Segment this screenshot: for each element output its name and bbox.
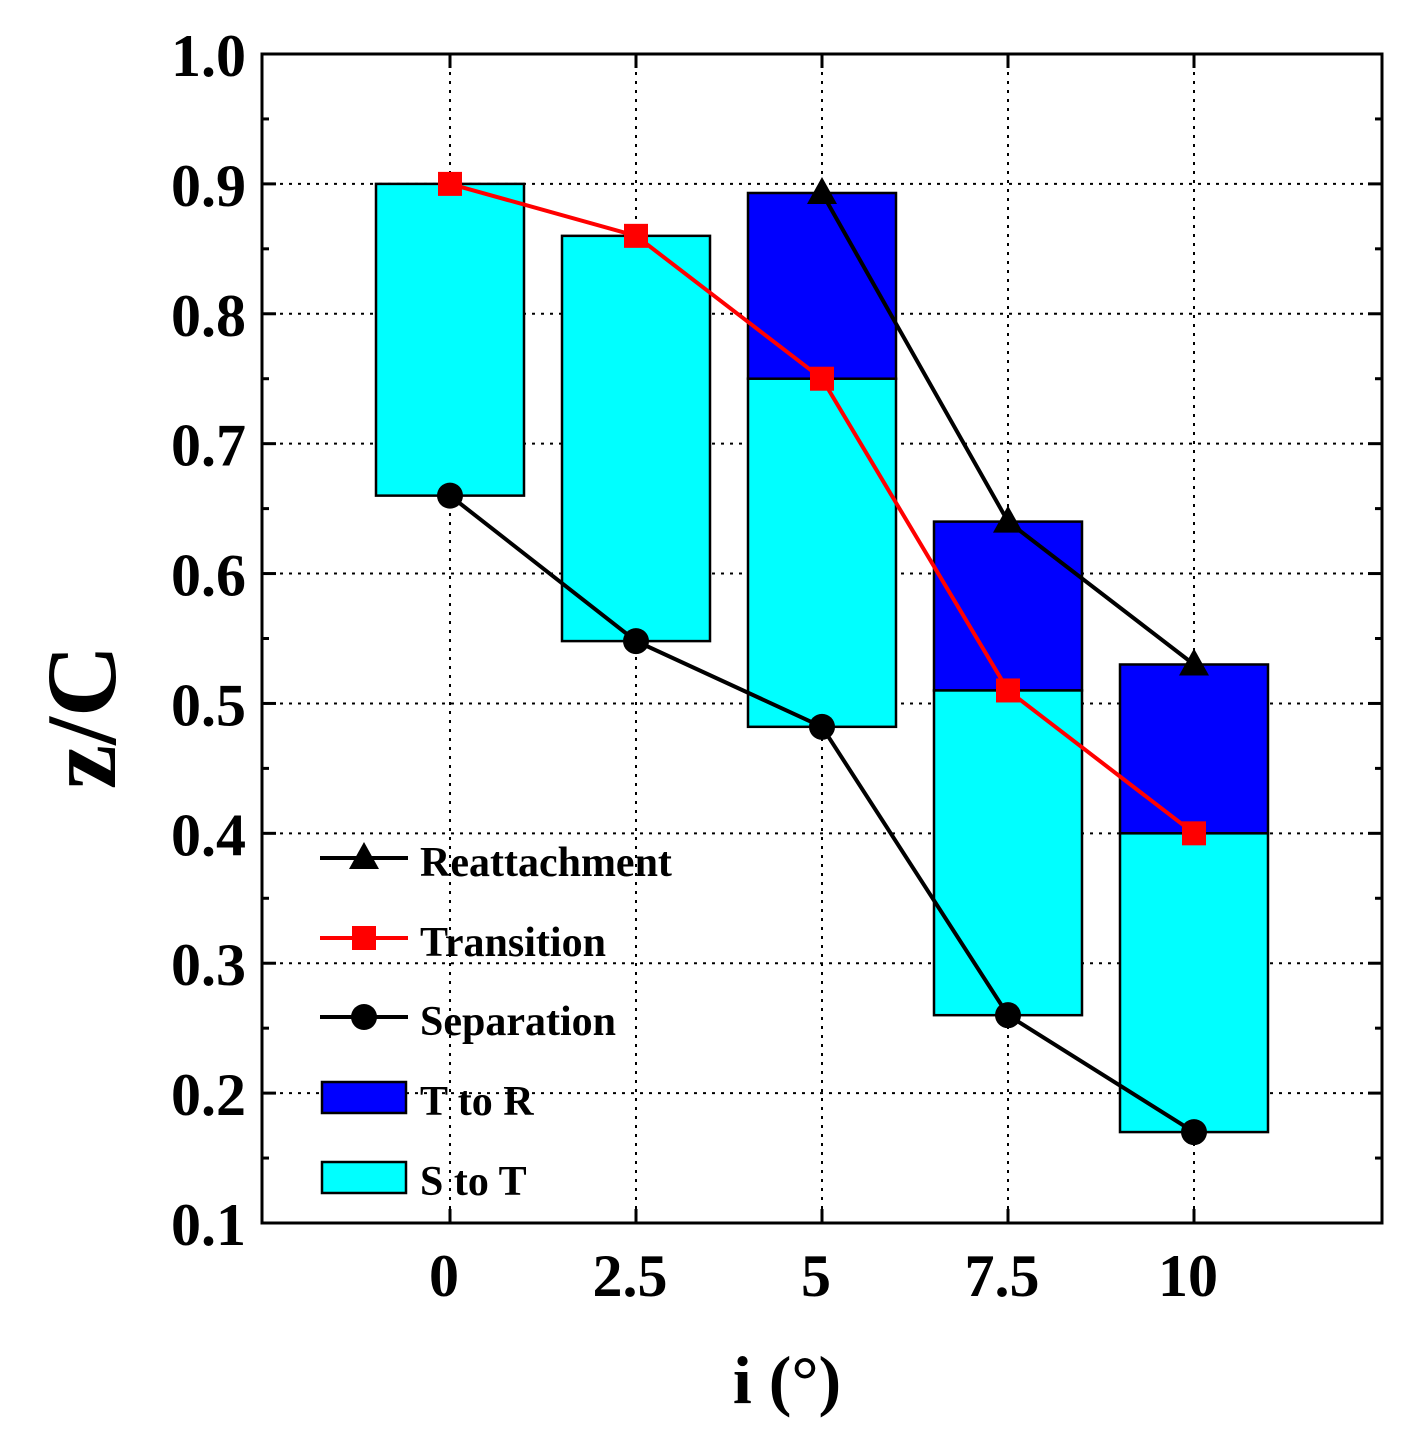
y-tick-label: 0.8 bbox=[171, 283, 246, 349]
series-separation-point-3 bbox=[995, 1002, 1021, 1029]
y-axis: 0.1 0.2 0.3 0.4 0.5 0.6 0.7 0.8 0.9 1.0 bbox=[171, 23, 1382, 1258]
bar-t-to-r-4 bbox=[1118, 663, 1270, 835]
series-reattachment-point-0 bbox=[807, 176, 837, 204]
series-transition-point-2 bbox=[810, 366, 834, 391]
y-tick-label: 0.1 bbox=[171, 1192, 246, 1258]
legend-transition-label: Transition bbox=[420, 920, 606, 966]
series-transition-point-0 bbox=[438, 171, 462, 196]
legend-t-to-r-swatch bbox=[320, 1080, 408, 1115]
legend-t-to-r-label: T to R bbox=[420, 1079, 534, 1125]
y-tick-label: 0.6 bbox=[171, 543, 246, 609]
legend-reattachment-label: Reattachment bbox=[420, 840, 672, 886]
y-tick-label: 0.9 bbox=[171, 153, 246, 219]
x-tick-label: 7.5 bbox=[965, 1243, 1040, 1309]
y-axis-label: z/C bbox=[26, 645, 137, 789]
series-reattachment-point-2 bbox=[1179, 648, 1209, 676]
legend-reattachment-marker bbox=[349, 842, 379, 869]
legend-s-to-t-swatch bbox=[320, 1160, 408, 1195]
x-tick-label: 10 bbox=[1158, 1243, 1218, 1309]
y-tick-label: 1.0 bbox=[171, 23, 246, 89]
bar-s-to-t-1 bbox=[560, 234, 712, 643]
bar-s-to-t-2 bbox=[746, 377, 898, 729]
y-tick-label: 0.2 bbox=[171, 1062, 246, 1128]
series-separation-point-4 bbox=[1181, 1119, 1207, 1146]
series-separation-point-2 bbox=[809, 713, 835, 740]
y-tick-label: 0.4 bbox=[171, 802, 246, 868]
bar-s-to-t-0 bbox=[374, 182, 526, 497]
series-separation-point-1 bbox=[623, 628, 649, 655]
y-tick-label: 0.7 bbox=[171, 413, 246, 479]
legend: Reattachment Transition Separation T to R S … bbox=[320, 840, 672, 1205]
series-transition-point-3 bbox=[996, 678, 1020, 703]
series-transition-point-1 bbox=[624, 223, 648, 248]
series-separation-point-0 bbox=[437, 482, 463, 509]
legend-transition-marker bbox=[352, 926, 376, 950]
bar-s-to-t-3 bbox=[932, 689, 1084, 1017]
y-tick-label: 0.3 bbox=[171, 932, 246, 998]
y-tick-label: 0.5 bbox=[171, 672, 246, 738]
bar-s-to-t-4 bbox=[1118, 832, 1270, 1134]
series-reattachment-point-1 bbox=[993, 505, 1023, 533]
bars bbox=[374, 182, 1270, 1134]
bar-t-to-r-2 bbox=[746, 191, 898, 380]
x-axis: 0 2.5 5 7.5 10 bbox=[429, 54, 1218, 1309]
series-transition-point-4 bbox=[1182, 821, 1206, 846]
x-tick-label: 0 bbox=[429, 1243, 459, 1309]
x-axis-label: i (°) bbox=[733, 1342, 841, 1418]
x-tick-label: 2.5 bbox=[593, 1243, 668, 1309]
x-tick-label: 5 bbox=[801, 1243, 831, 1309]
lines bbox=[437, 171, 1209, 1146]
legend-s-to-t-label: S to T bbox=[420, 1159, 527, 1205]
legend-separation-label: Separation bbox=[420, 999, 616, 1045]
legend-separation-marker bbox=[351, 1004, 377, 1030]
